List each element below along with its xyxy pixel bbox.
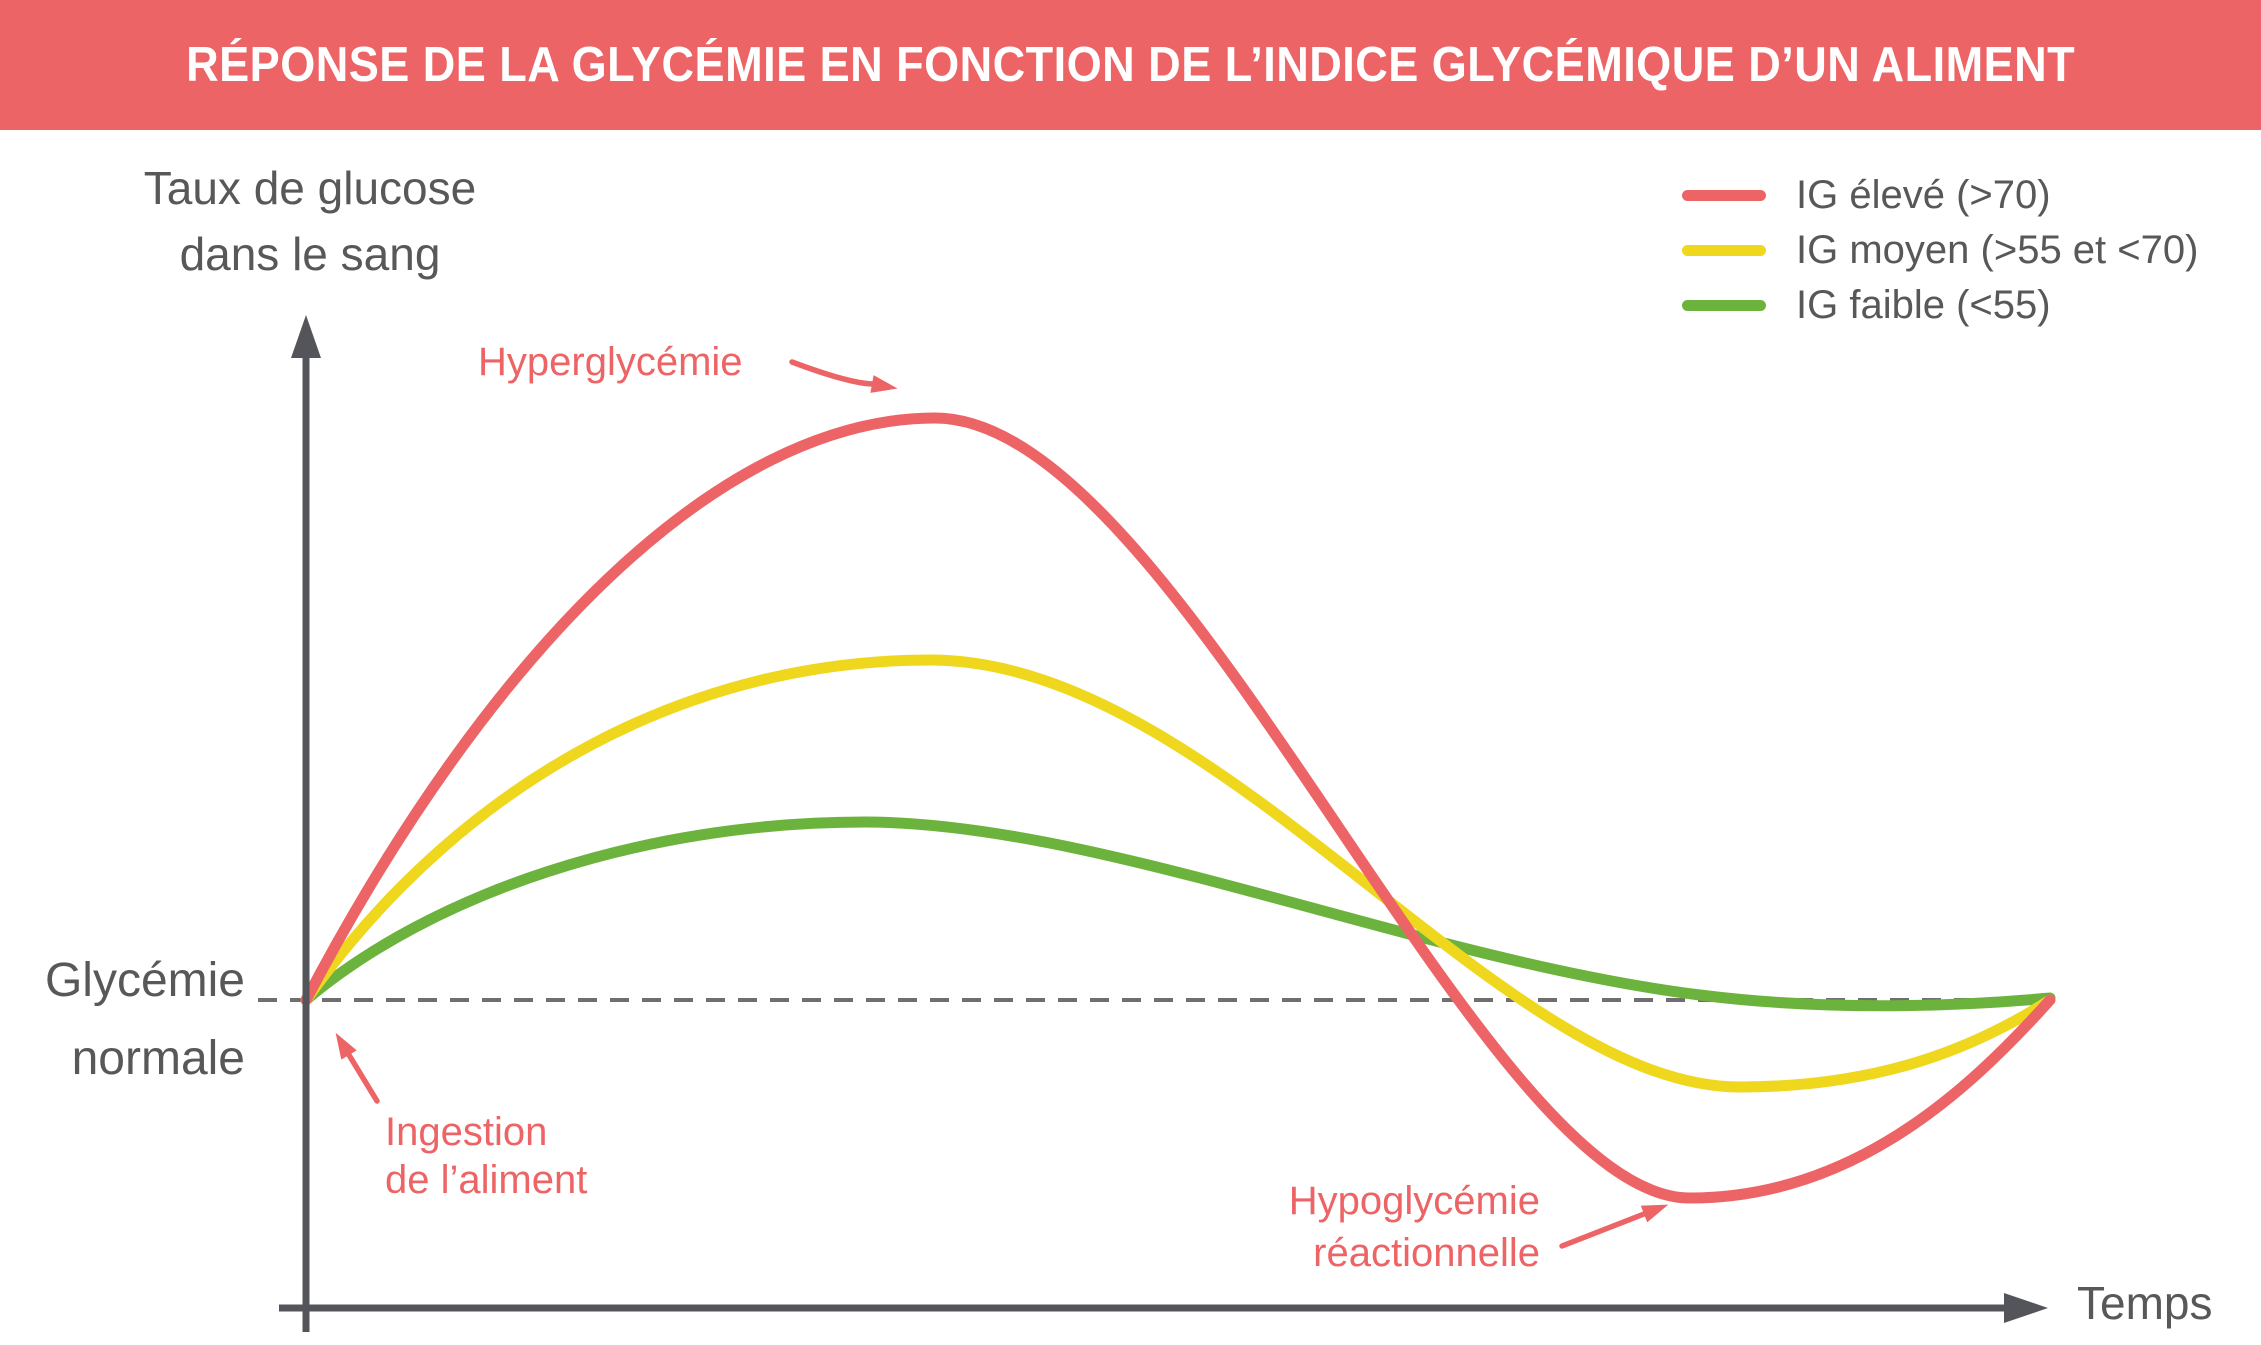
- y-axis-arrowhead-icon: [291, 315, 321, 358]
- title-banner: RÉPONSE DE LA GLYCÉMIE EN FONCTION DE L’…: [0, 0, 2261, 130]
- legend: IG élevé (>70) IG moyen (>55 et <70) IG …: [1682, 168, 2198, 333]
- y-axis-title: Taux de glucose dans le sang: [60, 155, 560, 287]
- legend-swatch-green-line-icon: [1682, 300, 1766, 311]
- curve-ig-faible: [300, 816, 2056, 1012]
- baseline-label: Glycémie normale: [15, 942, 245, 1098]
- baseline-label-line2: normale: [71, 1032, 245, 1085]
- ingestion-annotation-line2: de l’aliment: [385, 1158, 588, 1202]
- ingestion-annotation: Ingestion de l’aliment: [385, 1108, 587, 1204]
- page-title: RÉPONSE DE LA GLYCÉMIE EN FONCTION DE L’…: [185, 38, 2075, 92]
- hyperglycemia-arrowhead-icon: [870, 375, 898, 393]
- hypoglycemia-annotation-line1: Hypoglycémie: [1288, 1179, 1540, 1223]
- hypoglycemia-annotation-line2: réactionnelle: [1313, 1231, 1540, 1275]
- x-axis-line: [279, 1304, 2009, 1312]
- legend-label: IG faible (<55): [1796, 283, 2051, 327]
- y-axis-title-line2: dans le sang: [179, 228, 441, 280]
- ingestion-arrow: [335, 1032, 380, 1104]
- legend-item-ig-eleve: IG élevé (>70): [1682, 168, 2198, 223]
- legend-item-ig-moyen: IG moyen (>55 et <70): [1682, 223, 2198, 278]
- ingestion-annotation-line1: Ingestion: [385, 1110, 548, 1154]
- legend-item-ig-faible: IG faible (<55): [1682, 278, 2198, 333]
- hyperglycemia-annotation: Hyperglycémie: [478, 340, 743, 384]
- ingestion-arrow-shaft: [346, 1052, 380, 1104]
- ingestion-arrowhead-icon: [335, 1032, 357, 1060]
- hypoglycemia-arrow: [1559, 1204, 1669, 1249]
- hypoglycemia-arrow-shaft: [1559, 1211, 1647, 1249]
- legend-label: IG élevé (>70): [1796, 173, 2051, 217]
- curve-ig-moyen: [300, 654, 2056, 1093]
- y-axis-line: [302, 345, 310, 1332]
- baseline-label-line1: Glycémie: [44, 954, 245, 1007]
- curve-ig-eleve: [300, 412, 2056, 1204]
- x-axis-arrowhead-icon: [2004, 1293, 2048, 1323]
- y-axis-title-line1: Taux de glucose: [143, 162, 477, 214]
- x-axis-title: Temps: [2077, 1277, 2213, 1329]
- legend-swatch-red-line-icon: [1682, 190, 1766, 201]
- legend-swatch-yellow-line-icon: [1682, 245, 1766, 256]
- hypoglycemia-annotation: Hypoglycémie réactionnelle: [1140, 1175, 1540, 1279]
- legend-label: IG moyen (>55 et <70): [1796, 228, 2199, 272]
- hyperglycemia-arrow-shaft: [789, 359, 875, 387]
- hyperglycemia-arrow: [789, 359, 898, 393]
- hypoglycemia-arrowhead-icon: [1640, 1204, 1669, 1223]
